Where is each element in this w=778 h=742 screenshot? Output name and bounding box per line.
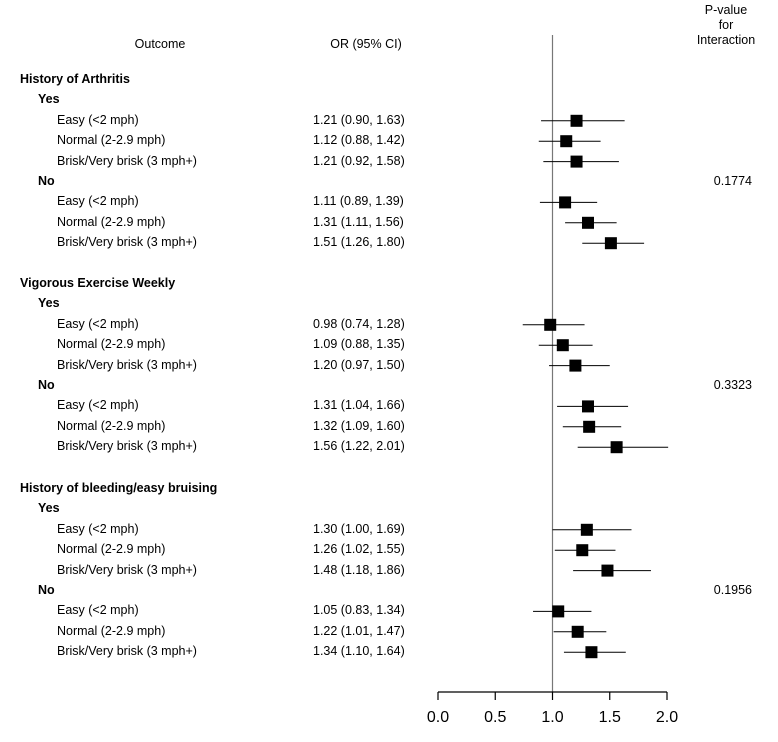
row-label: Easy (<2 mph): [57, 398, 139, 413]
or-ci-label: 1.31 (1.04, 1.66): [313, 398, 405, 413]
x-tick-label: 0.5: [484, 709, 506, 726]
subgroup-label: Yes: [38, 92, 60, 107]
group-label: History of bleeding/easy bruising: [20, 481, 218, 495]
or-ci-label: 1.34 (1.10, 1.64): [313, 644, 405, 659]
or-marker: [556, 339, 569, 352]
or-ci-label: 1.51 (1.26, 1.80): [313, 235, 405, 250]
row-label: Brisk/Very brisk (3 mph+): [57, 439, 197, 454]
or-ci-label: 1.32 (1.09, 1.60): [313, 418, 405, 433]
or-ci-label: 1.20 (0.97, 1.50): [313, 357, 405, 372]
row-label: Brisk/Very brisk (3 mph+): [57, 235, 197, 250]
or-ci-label: 1.21 (0.90, 1.63): [313, 112, 405, 127]
x-tick-label: 1.5: [599, 709, 621, 726]
row-label: Easy (<2 mph): [57, 112, 139, 127]
or-ci-label: 1.22 (1.01, 1.47): [313, 623, 405, 638]
or-marker: [581, 216, 594, 229]
or-marker: [585, 646, 598, 659]
group-label: History of Arthritis: [20, 72, 130, 86]
row-label: Brisk/Very brisk (3 mph+): [57, 562, 197, 577]
header-pvalue: P-value for Interaction: [676, 3, 776, 48]
or-ci-label: 0.98 (0.74, 1.28): [313, 316, 405, 331]
or-ci-label: 1.31 (1.11, 1.56): [313, 214, 404, 229]
row-label: Normal (2-2.9 mph): [57, 133, 166, 148]
group-label: Vigorous Exercise Weekly: [20, 276, 176, 290]
row-label: Easy (<2 mph): [57, 316, 139, 331]
x-tick-label: 1.0: [541, 709, 563, 726]
header-pvalue-line: P-value: [704, 3, 748, 17]
header-or-ci: OR (95% CI): [330, 37, 402, 51]
or-marker: [552, 605, 565, 618]
row-label: Brisk/Very brisk (3 mph+): [57, 644, 197, 659]
row-label: Normal (2-2.9 mph): [57, 542, 166, 557]
header-outcome: Outcome: [134, 37, 186, 51]
or-marker: [576, 544, 589, 557]
row-label: Normal (2-2.9 mph): [57, 214, 166, 229]
or-ci-label: 1.09 (0.88, 1.35): [313, 337, 405, 352]
or-marker: [604, 237, 617, 250]
subgroup-label: Yes: [38, 296, 60, 311]
or-marker: [559, 196, 572, 209]
row-label: Brisk/Very brisk (3 mph+): [57, 357, 197, 372]
or-marker: [560, 135, 573, 148]
or-marker: [569, 359, 582, 372]
x-tick-label: 0.0: [427, 709, 449, 726]
or-marker: [544, 318, 557, 331]
subgroup-label: No: [38, 174, 55, 188]
or-marker: [580, 523, 593, 536]
or-marker: [583, 420, 596, 433]
row-label: Easy (<2 mph): [57, 603, 139, 618]
or-ci-label: 1.12 (0.88, 1.42): [313, 133, 405, 148]
or-marker: [610, 441, 623, 454]
row-label: Brisk/Very brisk (3 mph+): [57, 153, 197, 168]
pvalue-label: 0.1956: [713, 583, 752, 597]
pvalue-label: 0.3323: [713, 378, 752, 392]
row-label: Normal (2-2.9 mph): [57, 418, 166, 433]
or-ci-label: 1.48 (1.18, 1.86): [313, 562, 405, 577]
x-tick-label: 2.0: [656, 709, 678, 726]
header-pvalue-line: Interaction: [696, 33, 756, 47]
or-marker: [581, 400, 594, 413]
subgroup-label: No: [38, 378, 55, 392]
or-marker: [601, 564, 614, 577]
row-label: Normal (2-2.9 mph): [57, 337, 166, 352]
or-ci-label: 1.30 (1.00, 1.69): [313, 521, 405, 536]
row-label: Easy (<2 mph): [57, 521, 139, 536]
subgroup-label: Yes: [38, 501, 60, 516]
or-ci-label: 1.05 (0.83, 1.34): [313, 603, 405, 618]
or-marker: [570, 155, 583, 168]
row-label: Normal (2-2.9 mph): [57, 623, 166, 638]
or-ci-label: 1.26 (1.02, 1.55): [313, 542, 405, 557]
pvalue-label: 0.1774: [713, 174, 752, 188]
header-pvalue-line: for: [718, 18, 734, 32]
or-marker: [570, 114, 583, 127]
or-ci-label: 1.21 (0.92, 1.58): [313, 153, 405, 168]
or-ci-label: 1.11 (0.89, 1.39): [313, 194, 404, 209]
or-marker: [571, 625, 584, 638]
row-label: Easy (<2 mph): [57, 194, 139, 209]
or-ci-label: 1.56 (1.22, 2.01): [313, 439, 405, 454]
subgroup-label: No: [38, 583, 55, 597]
